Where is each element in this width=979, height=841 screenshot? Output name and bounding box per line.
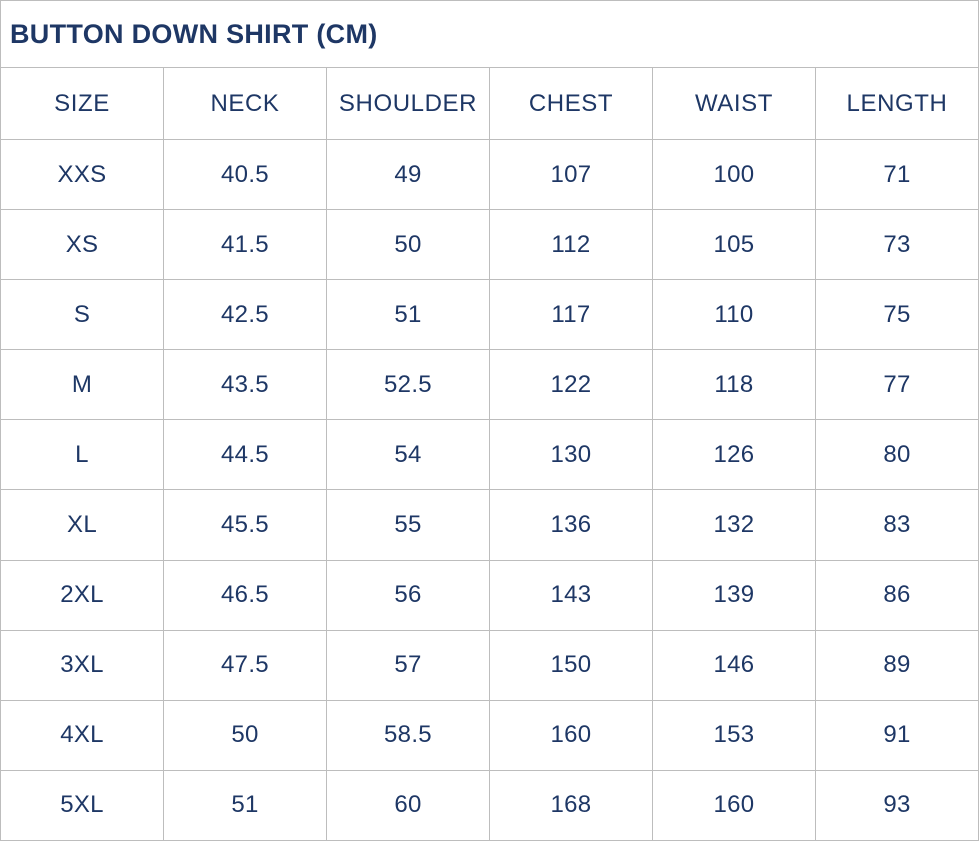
measurement-cell: 50 xyxy=(163,699,327,771)
measurement-cell: 56 xyxy=(326,559,490,631)
size-label-cell: 2XL xyxy=(0,559,164,631)
measurement-cell: 43.5 xyxy=(163,349,327,421)
measurement-cell: 89 xyxy=(815,629,979,701)
chart-title: BUTTON DOWN SHIRT (CM) xyxy=(0,0,979,68)
measurement-cell: 83 xyxy=(815,489,979,561)
measurement-cell: 139 xyxy=(652,559,816,631)
table-row-m: M 43.5 52.5 122 118 77 xyxy=(0,349,979,421)
measurement-cell: 143 xyxy=(489,559,653,631)
measurement-cell: 75 xyxy=(815,279,979,351)
measurement-cell: 132 xyxy=(652,489,816,561)
measurement-cell: 60 xyxy=(326,769,490,841)
column-header-neck: NECK xyxy=(163,67,327,140)
measurement-cell: 130 xyxy=(489,419,653,491)
title-row: BUTTON DOWN SHIRT (CM) xyxy=(0,0,979,68)
measurement-cell: 122 xyxy=(489,349,653,421)
measurement-cell: 40.5 xyxy=(163,138,327,211)
measurement-cell: 100 xyxy=(652,138,816,211)
measurement-cell: 50 xyxy=(326,209,490,281)
column-header-chest: CHEST xyxy=(489,67,653,140)
measurement-cell: 51 xyxy=(163,769,327,841)
size-label-cell: 5XL xyxy=(0,769,164,841)
measurement-cell: 118 xyxy=(652,349,816,421)
measurement-cell: 107 xyxy=(489,138,653,211)
measurement-cell: 146 xyxy=(652,629,816,701)
size-label-cell: 3XL xyxy=(0,629,164,701)
table-row-l: L 44.5 54 130 126 80 xyxy=(0,419,979,491)
measurement-cell: 58.5 xyxy=(326,699,490,771)
header-row: SIZE NECK SHOULDER CHEST WAIST LENGTH xyxy=(0,67,979,140)
table-row-s: S 42.5 51 117 110 75 xyxy=(0,279,979,351)
measurement-cell: 150 xyxy=(489,629,653,701)
measurement-cell: 54 xyxy=(326,419,490,491)
measurement-cell: 55 xyxy=(326,489,490,561)
column-header-length: LENGTH xyxy=(815,67,979,140)
table-row-3xl: 3XL 47.5 57 150 146 89 xyxy=(0,629,979,701)
table-row-2xl: 2XL 46.5 56 143 139 86 xyxy=(0,559,979,631)
measurement-cell: 110 xyxy=(652,279,816,351)
column-header-waist: WAIST xyxy=(652,67,816,140)
column-header-shoulder: SHOULDER xyxy=(326,67,490,140)
measurement-cell: 168 xyxy=(489,769,653,841)
measurement-cell: 160 xyxy=(489,699,653,771)
measurement-cell: 153 xyxy=(652,699,816,771)
table-row-4xl: 4XL 50 58.5 160 153 91 xyxy=(0,699,979,771)
size-label-cell: S xyxy=(0,279,164,351)
measurement-cell: 49 xyxy=(326,138,490,211)
measurement-cell: 46.5 xyxy=(163,559,327,631)
measurement-cell: 52.5 xyxy=(326,349,490,421)
measurement-cell: 160 xyxy=(652,769,816,841)
measurement-cell: 73 xyxy=(815,209,979,281)
measurement-cell: 117 xyxy=(489,279,653,351)
measurement-cell: 112 xyxy=(489,209,653,281)
measurement-cell: 41.5 xyxy=(163,209,327,281)
measurement-cell: 57 xyxy=(326,629,490,701)
measurement-cell: 126 xyxy=(652,419,816,491)
measurement-cell: 71 xyxy=(815,138,979,211)
measurement-cell: 105 xyxy=(652,209,816,281)
table-head: BUTTON DOWN SHIRT (CM) SIZE NECK SHOULDER C… xyxy=(0,0,979,140)
size-label-cell: L xyxy=(0,419,164,491)
measurement-cell: 45.5 xyxy=(163,489,327,561)
table-body: XXS 40.5 49 107 100 71 XS 41.5 50 112 105 73 S 42.5 51… xyxy=(0,138,979,841)
measurement-cell: 93 xyxy=(815,769,979,841)
size-label-cell: 4XL xyxy=(0,699,164,771)
measurement-cell: 86 xyxy=(815,559,979,631)
measurement-cell: 47.5 xyxy=(163,629,327,701)
column-header-size: SIZE xyxy=(0,67,164,140)
measurement-cell: 91 xyxy=(815,699,979,771)
table-row-xxs: XXS 40.5 49 107 100 71 xyxy=(0,138,979,211)
measurement-cell: 77 xyxy=(815,349,979,421)
size-label-cell: M xyxy=(0,349,164,421)
measurement-cell: 51 xyxy=(326,279,490,351)
table-row-5xl: 5XL 51 60 168 160 93 xyxy=(0,769,979,841)
size-label-cell: XS xyxy=(0,209,164,281)
measurement-cell: 42.5 xyxy=(163,279,327,351)
size-label-cell: XL xyxy=(0,489,164,561)
measurement-cell: 44.5 xyxy=(163,419,327,491)
measurement-cell: 136 xyxy=(489,489,653,561)
size-label-cell: XXS xyxy=(0,138,164,211)
table-row-xl: XL 45.5 55 136 132 83 xyxy=(0,489,979,561)
table-row-xs: XS 41.5 50 112 105 73 xyxy=(0,209,979,281)
measurement-cell: 80 xyxy=(815,419,979,491)
